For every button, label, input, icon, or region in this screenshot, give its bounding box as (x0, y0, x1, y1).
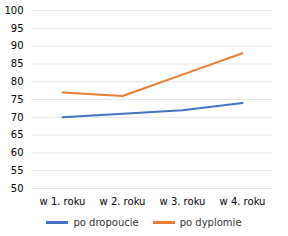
svg-text:w 2. roku: w 2. roku (100, 196, 146, 207)
svg-text:75: 75 (11, 94, 24, 105)
svg-text:95: 95 (11, 23, 24, 34)
html-text:po dropoucie: po dropoucie (73, 216, 139, 228)
svg-text:100: 100 (4, 5, 23, 16)
svg-text:50: 50 (11, 183, 24, 194)
svg-text:55: 55 (11, 165, 24, 176)
svg-text:60: 60 (11, 147, 24, 158)
svg-text:90: 90 (11, 40, 24, 51)
svg-text:w 1. roku: w 1. roku (40, 196, 86, 207)
svg-text:w 3. roku: w 3. roku (160, 196, 206, 207)
svg-text:70: 70 (11, 112, 24, 123)
svg-text:65: 65 (11, 129, 24, 140)
svg-text:85: 85 (11, 58, 24, 69)
svg-text:80: 80 (11, 76, 24, 87)
svg-text:w 4. roku: w 4. roku (220, 196, 266, 207)
html-text:po dyplomie: po dyplomie (179, 216, 242, 228)
